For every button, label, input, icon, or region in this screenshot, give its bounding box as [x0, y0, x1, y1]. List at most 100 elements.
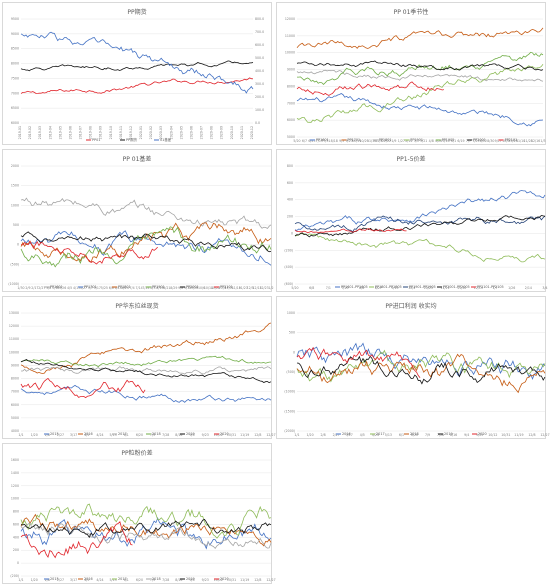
x-tick-label: 8/16 [175, 578, 182, 582]
legend-label: PP1801 [379, 138, 392, 142]
x-tick-label: 5/13 [110, 433, 117, 437]
series-line [296, 93, 544, 127]
y-tick-label: 13000 [9, 311, 19, 315]
y-tick-label: (2000) [284, 429, 295, 433]
series-line [296, 81, 444, 96]
y-tick-label: 11000 [285, 34, 295, 38]
y-tick-label: 1000 [11, 203, 19, 207]
x-tick-label: 8/13 [156, 286, 163, 290]
x-tick-label: 4/5 [84, 578, 89, 582]
x-tick-label: 5/20 [293, 139, 300, 143]
legend-label: 01基差 [160, 137, 172, 142]
legend-label: PP1601 [50, 285, 63, 289]
x-tick-label: 1/2 [268, 286, 273, 290]
legend-label: 2017 [118, 432, 127, 436]
chart-svg: 13000 12000 11000 10000 9000 8000 7000 6000 5000… [9, 311, 276, 437]
y2-tick-label: 400.0 [255, 69, 264, 73]
x-tick-label: 10/11 [352, 139, 361, 143]
y-tick-label: 7000 [11, 390, 19, 394]
chart-panel-pp1-5-spread: PP1-5价差 800 600 400 200 0 (200) (400) (600) 5/20… [276, 149, 548, 292]
series-line [294, 215, 546, 233]
x-tick-label: 4/27 [80, 286, 87, 290]
x-tick-label: 11/10 [516, 139, 525, 143]
x-tick-label: 11/30 [457, 286, 466, 290]
x-tick-label: 3/17 [70, 578, 77, 582]
y2-tick-label: 600.0 [255, 43, 264, 47]
x-tick-label: 10/14 [204, 286, 213, 290]
legend-label: PP1601 [316, 138, 329, 142]
x-tick-label: 3/21 [420, 139, 427, 143]
x-tick-label: 7/28 [162, 433, 169, 437]
series-line [20, 77, 254, 94]
x-tick-label: 2/14 [525, 286, 532, 290]
x-tick-label: 2020-07 [200, 126, 204, 139]
legend-label: 2020 [220, 577, 229, 581]
x-tick-label: 11/11 [440, 286, 449, 290]
x-tick-label: 2020-09 [220, 126, 224, 139]
x-tick-label: 7/14 [135, 286, 142, 290]
legend-label: PP1901 [152, 285, 165, 289]
legend-label: 2018 [410, 432, 419, 436]
x-tick-label: 2019-05 [58, 126, 62, 139]
x-tick-label: 2020-12 [250, 126, 254, 139]
legend-label: PP1801 [118, 285, 131, 289]
x-tick-label: 6/1 [124, 578, 129, 582]
legend-label: PP2001 [473, 138, 486, 142]
x-tick-label: 8/16 [175, 433, 182, 437]
legend-label: PP1901 [410, 138, 423, 142]
x-tick-label: 9/4 [189, 578, 194, 582]
x-tick-label: 3/17 [70, 433, 77, 437]
chart-panel-pp01-basis: PP 01基差 2000 1500 1000 500 0 (500) (1000) 1/30 2… [2, 149, 274, 292]
x-tick-label: 11/3 [219, 286, 226, 290]
x-tick-label: 2020-08 [210, 126, 214, 139]
x-tick-label: 2020-04 [169, 126, 173, 139]
y-tick-label: 200 [287, 215, 293, 219]
x-tick-label: 8/18 [331, 139, 338, 143]
x-tick-label: 6/24 [122, 286, 129, 290]
x-tick-label: 2019-04 [48, 126, 52, 139]
legend-label: 2020 [220, 432, 229, 436]
legend-label: PP2101 [505, 138, 518, 142]
y-tick-label: 800 [13, 510, 19, 514]
x-tick-label: 12/4 [375, 139, 382, 143]
y-tick-label: 5000 [11, 416, 19, 420]
x-tick-label: 6/19 [457, 139, 464, 143]
x-tick-label: 2020-02 [149, 126, 153, 139]
series-line [20, 355, 271, 368]
y-tick-label: 1000 [11, 497, 19, 501]
x-tick-label: 5/17 [94, 286, 101, 290]
chart-panel-pp-import-profit: PP进口利润 收实均 1000 500 0 (500) (1000) (1500) (200… [276, 296, 550, 439]
legend-label: 2017 [118, 577, 127, 581]
x-tick-label: 6/1 [124, 433, 129, 437]
series-line [296, 355, 546, 385]
y-tick-label: 600 [13, 522, 19, 526]
y-tick-label: (400) [284, 265, 293, 269]
x-tick-label: 12/8 [528, 433, 535, 437]
y-tick-label: (1500) [284, 409, 295, 413]
chart-panel-pp-pellet-powder-spread: PP粒粉价差 1600 1400 1200 1000 800 600 400 200 0 (200… [2, 443, 276, 584]
y-tick-label: (500) [10, 262, 19, 266]
y-tick-label: 12000 [285, 17, 295, 21]
y-tick-label: 8000 [287, 84, 295, 88]
x-tick-label: 4/26 [435, 139, 442, 143]
series-line [296, 342, 546, 380]
y-tick-label: 9500 [11, 17, 19, 21]
x-tick-label: 1/3 [540, 139, 545, 143]
y-tick-label: 8500 [11, 47, 19, 51]
series-line [296, 60, 544, 71]
series-line [20, 240, 158, 265]
x-tick-label: 6/20 [136, 578, 143, 582]
x-tick-label: 12/27 [266, 578, 275, 582]
x-tick-label: 7/1 [326, 286, 331, 290]
x-tick-label: 7/28 [437, 433, 444, 437]
x-tick-label: 2019-08 [89, 126, 93, 139]
chart-title: PP 01季节性 [393, 9, 429, 16]
x-tick-label: 8/29 [170, 286, 177, 290]
x-tick-label: 10/23 [424, 286, 433, 290]
x-tick-label: 12/19 [474, 286, 483, 290]
x-tick-label: 2020-06 [189, 126, 193, 139]
y2-tick-label: 300.0 [255, 82, 264, 86]
x-tick-label: 9/8 [178, 286, 183, 290]
series-line [296, 64, 544, 123]
y-tick-label: (200) [10, 574, 19, 578]
